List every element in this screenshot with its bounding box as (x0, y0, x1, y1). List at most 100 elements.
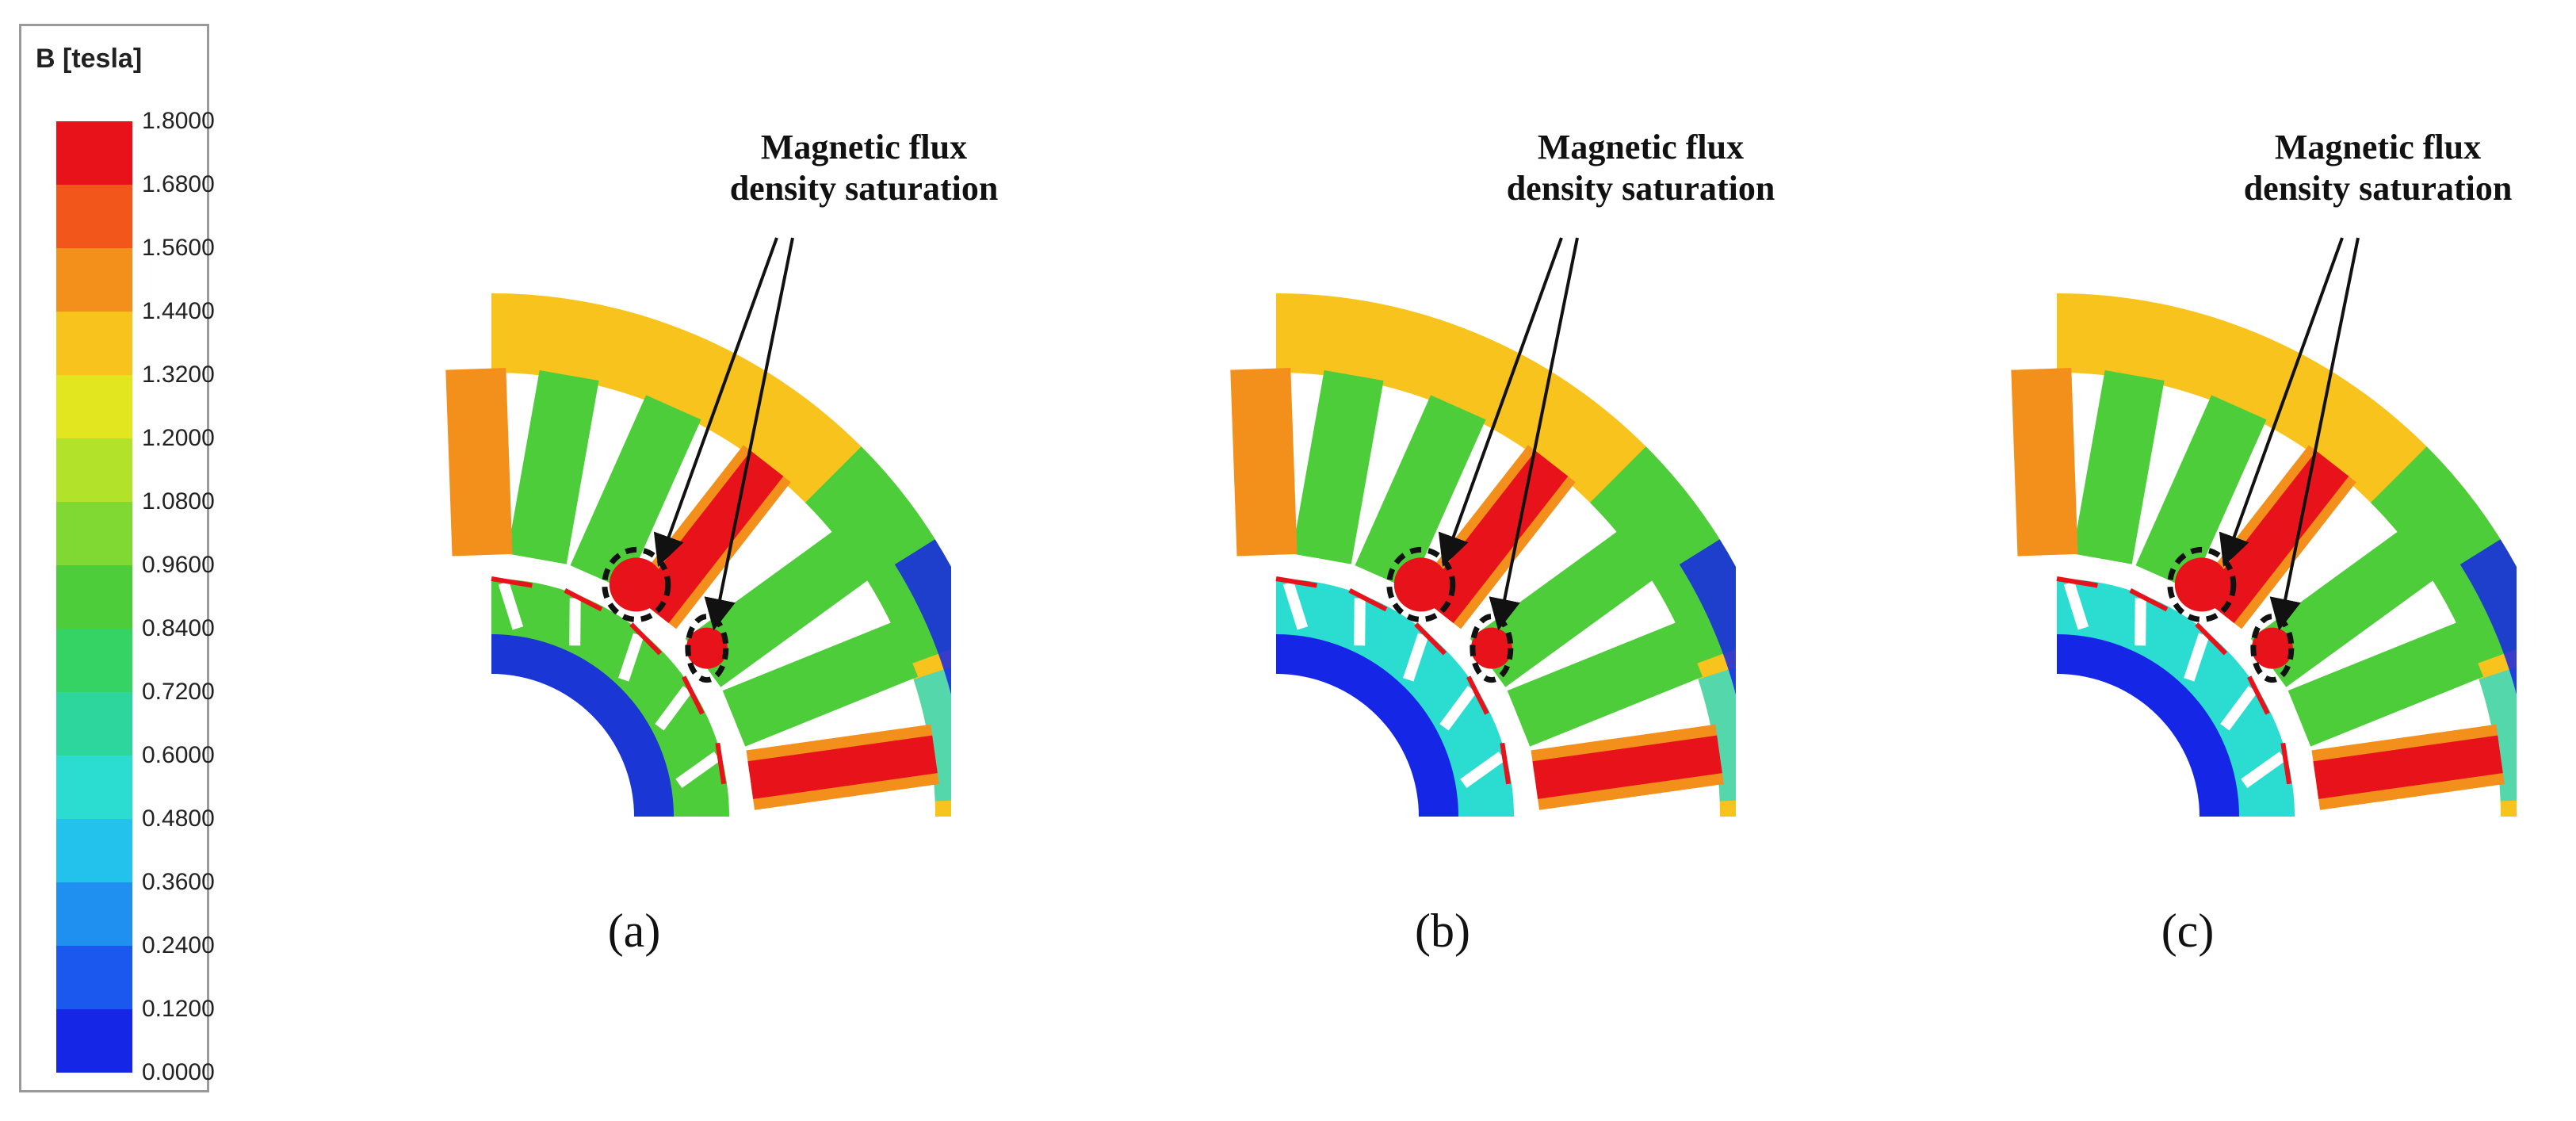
colorbar-tick-label: 1.0800 (142, 488, 215, 515)
rotor-bridge (682, 675, 705, 715)
annotation-arrow (1438, 237, 1563, 567)
stator-yoke-region (913, 667, 951, 802)
colorbar-tick-label: 0.4800 (142, 805, 215, 832)
rotor-bridge (715, 742, 727, 785)
colorbar-tick-label: 1.2000 (142, 425, 215, 451)
annotation-b-line1: Magnetic flux (1537, 128, 1745, 166)
colorbar-band (56, 185, 132, 248)
legend-title: B [tesla] (36, 44, 143, 74)
annotation-b-line2: density saturation (1506, 169, 1775, 208)
stator-yoke-region (1679, 539, 1736, 695)
flux-map-b (1230, 237, 1736, 817)
caption-a: (a) (607, 905, 661, 957)
saturation-marker (2250, 614, 2295, 683)
stator-tooth-core (636, 450, 784, 623)
flux-barrier (498, 581, 524, 630)
colorbar-band (56, 565, 132, 629)
stator-tooth (722, 621, 919, 747)
stator-tooth (1291, 369, 1384, 564)
colorbar-band (56, 629, 132, 692)
saturation-hotspot (2251, 627, 2293, 669)
colorbar-tick-label: 1.4400 (142, 298, 215, 324)
annotation-c-line2: density saturation (2243, 169, 2513, 208)
flux-barrier (675, 751, 721, 789)
flux-barrier (2241, 751, 2287, 789)
colorbar-tick-label: 0.9600 (142, 552, 215, 578)
colorbar-tick-label: 1.8000 (142, 108, 215, 134)
colorbar-band (56, 375, 132, 438)
caption-c: (c) (2161, 905, 2215, 957)
colorbar-tick-label: 0.3600 (142, 869, 215, 895)
annotation-arrow (2219, 237, 2344, 567)
rotor-bridge (2056, 576, 2098, 588)
annotation-b: Magnetic flux density saturation (1403, 127, 1878, 209)
saturation-hotspot (2174, 557, 2229, 612)
flux-barrier (655, 686, 693, 731)
rotor-bridge (1414, 622, 1447, 656)
colorbar-band (56, 819, 132, 882)
saturation-hotspot (609, 557, 663, 612)
stator-tooth-core (2313, 735, 2503, 799)
caption-b: (b) (1415, 905, 1470, 957)
annotation-a: Magnetic flux density saturation (626, 127, 1102, 209)
colorbar-tick-label: 0.8400 (142, 615, 215, 641)
stator-tooth (1470, 529, 1657, 687)
stator-tooth-core (2201, 450, 2349, 623)
stator-tooth (445, 368, 513, 557)
colorbar-band (56, 502, 132, 565)
saturation-marker (602, 546, 671, 622)
saturation-marker (1386, 546, 1456, 622)
colorbar-band (56, 756, 132, 819)
colorbar-band (56, 1009, 132, 1073)
flux-map-a (445, 237, 951, 817)
stator-tooth (2250, 529, 2437, 687)
colorbar-band (56, 248, 132, 312)
colorbar-tick-label: 0.1200 (142, 996, 215, 1022)
stator-tooth (2072, 369, 2165, 564)
panel-c (1867, 119, 2576, 832)
shaft-bore (491, 674, 634, 817)
stator-tooth-core (747, 735, 938, 799)
flux-barrier (1354, 598, 1366, 646)
colorbar-tick-label: 0.2400 (142, 932, 215, 958)
flux-barrier (2135, 598, 2146, 646)
stator-tooth-core (1532, 735, 1722, 799)
annotation-a-line1: Magnetic flux (760, 128, 968, 166)
rotor-bridge (1500, 742, 1512, 785)
stator-yoke-region (894, 539, 951, 695)
colorbar-legend: B [tesla] 1.8000 1.6800 1.5600 1.4400 1.3200… (19, 24, 215, 1092)
flux-barrier (2063, 581, 2089, 630)
stator-tooth (506, 369, 599, 564)
saturation-marker (1470, 614, 1514, 683)
colorbar-band (56, 692, 132, 756)
colorbar-band (56, 312, 132, 375)
shaft-bore (2057, 674, 2200, 817)
colorbar-tick-label: 0.6000 (142, 742, 215, 768)
panel-b (1086, 119, 1799, 832)
flux-map-c (2011, 237, 2517, 817)
rotor-bridge (2129, 588, 2169, 612)
rotor-bridge (2280, 742, 2292, 785)
stator-tooth (2135, 395, 2267, 590)
colorbar-tick-label: 1.3200 (142, 362, 215, 388)
stator-yoke-region (1589, 446, 1736, 665)
annotation-c-line1: Magnetic flux (2274, 128, 2482, 166)
saturation-hotspot (1393, 557, 1448, 612)
flux-barrier (2220, 686, 2258, 731)
stator-tooth (1230, 368, 1298, 557)
stator-yoke-region (1698, 667, 1736, 802)
panel-a (301, 119, 1015, 832)
flux-barrier (618, 633, 644, 682)
stator-yoke-region (2479, 667, 2517, 802)
stator-yoke (2057, 293, 2517, 817)
stator-yoke (1276, 293, 1736, 817)
saturation-marker (2167, 546, 2237, 622)
stator-tooth (2011, 368, 2078, 557)
flux-barrier (1460, 751, 1506, 789)
stator-yoke-region (2370, 446, 2517, 665)
flux-barrier (2184, 633, 2210, 682)
annotation-arrow (704, 237, 794, 631)
annotation-arrow (2269, 237, 2360, 631)
saturation-marker (685, 614, 729, 683)
rotor-bridge (629, 622, 663, 656)
